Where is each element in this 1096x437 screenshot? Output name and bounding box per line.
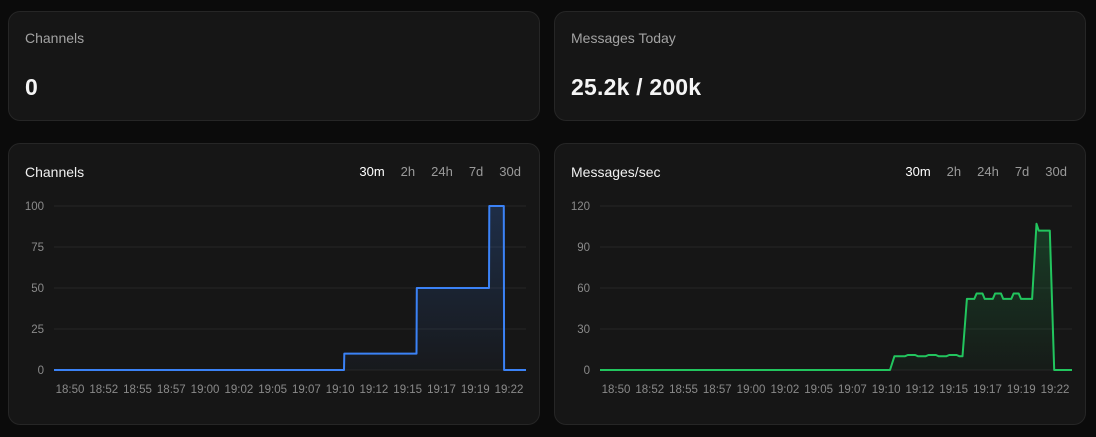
y-tick-label: 120 xyxy=(571,201,590,213)
x-tick-label: 19:05 xyxy=(804,384,833,396)
y-tick-label: 30 xyxy=(577,324,590,336)
x-tick-label: 19:05 xyxy=(258,384,287,396)
x-tick-label: 19:15 xyxy=(939,384,968,396)
messages-per-sec-chart: 0 30 60 90 120 18:50 18:52 18:55 18:57 19:00 19:02… xyxy=(555,144,1087,426)
y-tick-label: 60 xyxy=(577,283,590,295)
stat-card-channels: Channels 0 xyxy=(8,11,540,121)
stat-value: 25.2k / 200k xyxy=(571,74,701,101)
x-tick-label: 19:15 xyxy=(393,384,422,396)
y-tick-label: 75 xyxy=(31,242,44,254)
x-tick-label: 19:17 xyxy=(427,384,456,396)
y-tick-label: 100 xyxy=(25,201,44,213)
x-tick-label: 19:07 xyxy=(292,384,321,396)
x-tick-label: 19:22 xyxy=(1041,384,1070,396)
x-tick-label: 19:10 xyxy=(872,384,901,396)
y-tick-label: 50 xyxy=(31,283,44,295)
x-tick-label: 19:10 xyxy=(326,384,355,396)
x-tick-label: 19:19 xyxy=(1007,384,1036,396)
y-tick-label: 90 xyxy=(577,242,590,254)
stat-label: Channels xyxy=(25,30,84,46)
x-tick-label: 18:57 xyxy=(157,384,186,396)
x-tick-label: 19:19 xyxy=(461,384,490,396)
x-tick-label: 19:00 xyxy=(737,384,766,396)
stat-card-messages-today: Messages Today 25.2k / 200k xyxy=(554,11,1086,121)
x-tick-label: 19:00 xyxy=(191,384,220,396)
chart-card-channels: Channels 30m 2h 24h 7d 30d 0 25 50 75 100 18:… xyxy=(8,143,540,425)
series-area xyxy=(600,224,1072,370)
x-tick-label: 18:57 xyxy=(703,384,732,396)
x-tick-label: 19:02 xyxy=(224,384,253,396)
x-tick-label: 18:52 xyxy=(635,384,664,396)
x-tick-label: 19:07 xyxy=(838,384,867,396)
y-tick-label: 25 xyxy=(31,324,44,336)
x-tick-label: 18:50 xyxy=(602,384,631,396)
channels-chart: 0 25 50 75 100 18:50 18:52 18:55 18:57 19:00 19:02… xyxy=(9,144,541,426)
y-tick-label: 0 xyxy=(584,365,590,377)
x-tick-label: 19:12 xyxy=(906,384,935,396)
stat-label: Messages Today xyxy=(571,30,676,46)
x-tick-label: 18:55 xyxy=(123,384,152,396)
x-tick-label: 18:50 xyxy=(56,384,85,396)
x-tick-label: 18:52 xyxy=(89,384,118,396)
x-tick-label: 18:55 xyxy=(669,384,698,396)
stat-value: 0 xyxy=(25,74,38,101)
y-tick-label: 0 xyxy=(38,365,44,377)
x-tick-label: 19:22 xyxy=(495,384,524,396)
chart-card-messages-per-sec: Messages/sec 30m 2h 24h 7d 30d 0 30 60 90 12… xyxy=(554,143,1086,425)
x-tick-label: 19:12 xyxy=(360,384,389,396)
x-tick-label: 19:17 xyxy=(973,384,1002,396)
x-tick-label: 19:02 xyxy=(770,384,799,396)
